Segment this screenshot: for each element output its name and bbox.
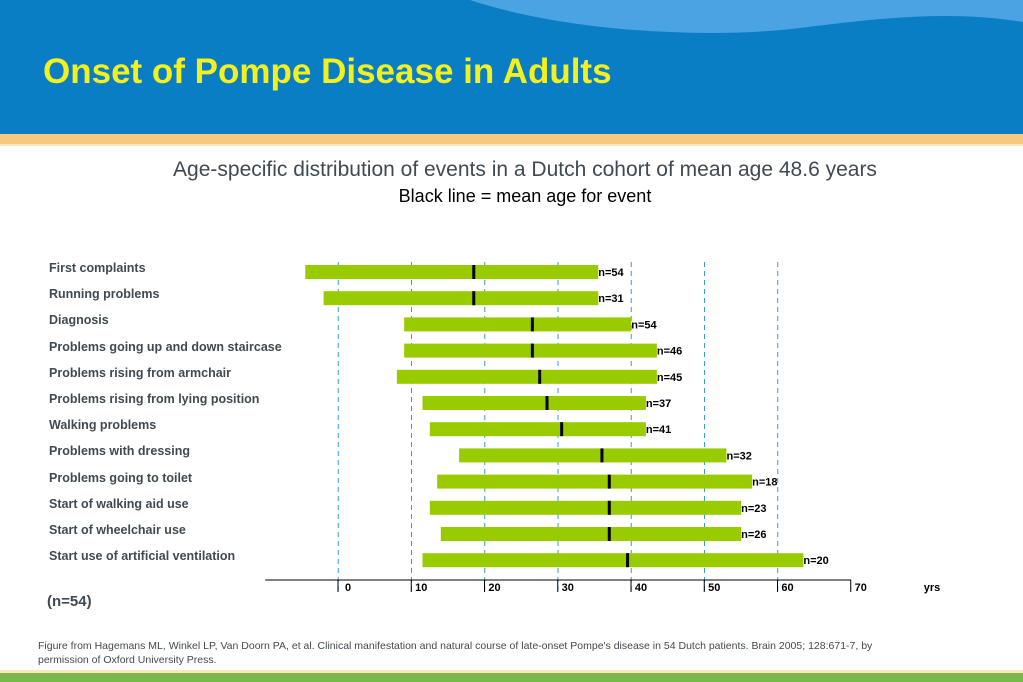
x-tick-label-30: 30 [562, 582, 574, 594]
n-label: n=32 [726, 450, 751, 462]
mean-marker [626, 553, 630, 568]
figure-caption: Figure from Hagemans ML, Winkel LP, Van … [38, 640, 873, 666]
row-label: Problems going to toilet [49, 470, 193, 485]
x-tick-label-70: 70 [855, 582, 867, 594]
x-tick-label-50: 50 [708, 582, 720, 594]
mean-marker [607, 500, 611, 515]
mean-marker [607, 474, 611, 489]
range-bar [396, 369, 657, 384]
x-tick-label-20: 20 [488, 582, 500, 594]
n-label: n=46 [657, 346, 682, 358]
x-axis-unit: yrs [924, 582, 941, 594]
n-label: n=41 [646, 424, 671, 436]
range-bar [422, 553, 804, 568]
row-label: Start use of artificial ventilation [49, 549, 236, 564]
x-tick-label-0: 0 [345, 582, 351, 594]
slide-title: Onset of Pompe Disease in Adults [43, 52, 612, 91]
n-label: n=20 [803, 555, 828, 567]
n-label: n=18 [752, 477, 777, 489]
sample-size-note: (n=54) [47, 593, 92, 610]
header-stripe [0, 134, 1023, 144]
row-label: First complaints [49, 261, 146, 275]
chart-subtitle: Age-specific distribution of events in a… [173, 158, 877, 181]
n-label: n=23 [741, 503, 766, 515]
n-label: n=54 [598, 267, 624, 279]
row-label: Start of wheelchair use [49, 523, 186, 537]
mean-marker [560, 422, 564, 437]
mean-marker [530, 317, 534, 332]
mean-marker [530, 343, 534, 358]
chart-x-axis: 0 10 20 30 40 50 60 70 yrs [265, 579, 941, 594]
range-bar [437, 474, 753, 489]
x-tick-label-40: 40 [635, 582, 647, 594]
footer-stripe-light [0, 670, 1023, 673]
mean-marker [545, 396, 549, 410]
row-label: Running problems [49, 287, 160, 302]
row-label: Problems going up and down staircase [49, 339, 282, 354]
x-tick-label-60: 60 [781, 582, 793, 594]
footer-stripe [0, 673, 1023, 682]
range-bar [323, 291, 599, 306]
range-bar [422, 396, 646, 410]
chart-bars: n=54 n=31 n=54 n=46 n=45 n=37 n=41 n=32 n=18 n=23… [305, 265, 829, 568]
header-stripe-light [0, 144, 1023, 146]
range-bar [404, 317, 632, 332]
row-label: Problems rising from armchair [49, 365, 232, 380]
row-label: Problems with dressing [49, 444, 191, 459]
n-label: n=31 [598, 293, 623, 305]
range-bar [440, 527, 742, 541]
row-label: Problems rising from lying position [49, 392, 260, 406]
range-bar [429, 500, 742, 515]
range-bar [429, 422, 646, 437]
chart-legend-note: Black line = mean age for event [398, 186, 652, 206]
range-bar [459, 448, 727, 463]
n-label: n=45 [657, 372, 682, 384]
header-wave-shape [470, 0, 1023, 33]
range-bar [404, 343, 657, 358]
n-label: n=26 [741, 529, 766, 541]
slide-header: Onset of Pompe Disease in Adults [0, 0, 1023, 134]
row-label: Diagnosis [49, 313, 109, 328]
mean-marker [607, 527, 611, 541]
row-label: Walking problems [49, 418, 157, 433]
row-label: Start of walking aid use [49, 496, 189, 511]
mean-marker [538, 369, 542, 384]
n-label: n=37 [646, 398, 671, 410]
mean-marker [600, 448, 604, 463]
mean-marker [472, 291, 476, 306]
n-label: n=54 [631, 319, 657, 331]
range-bar [305, 265, 599, 279]
mean-marker [472, 265, 476, 279]
x-tick-label-10: 10 [415, 582, 427, 594]
